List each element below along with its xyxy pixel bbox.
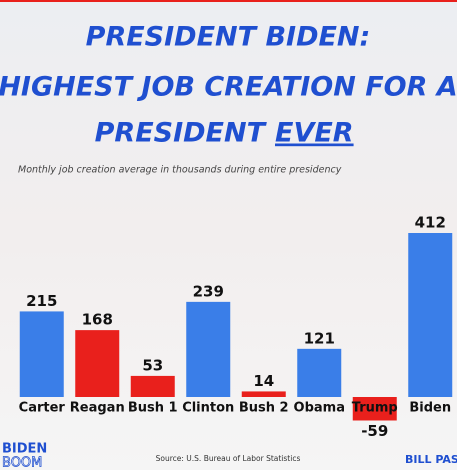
bar [75,330,120,397]
brand-name: BILL PASCR [405,453,457,466]
subtitle: Monthly job creation average in thousand… [18,165,342,176]
bar [130,375,175,397]
top-border [0,0,457,2]
data-label: 168 [82,311,113,329]
data-label: -59 [361,422,388,440]
bar [241,391,286,397]
bar [408,233,453,397]
plot: Carter 215 Reagan 168 Bush 1 53 Clinton 239 Bush… [19,214,453,440]
source: Source: U.S. Bureau of Labor Statistics [156,454,301,463]
x-tick-label: Carter [19,401,66,416]
title-line: HIGHEST JOB CREATION FOR A [0,72,457,103]
title-line: PRESIDENT BIDEN: [86,22,371,53]
data-label: 14 [253,372,274,390]
data-label: 53 [142,356,163,374]
bar [186,301,231,397]
x-tick-label: Trump [352,401,398,416]
bar [19,311,64,397]
x-tick-label: Bush 2 [239,401,289,416]
brand-logo: BIDEN [2,442,47,457]
data-label: 412 [415,214,446,232]
x-tick-label: Clinton [182,401,234,416]
x-tick-label: Reagan [70,401,125,416]
title-line: PRESIDENT [95,118,268,149]
x-tick-label: Biden [409,401,451,416]
title-emphasis: EVER [275,118,354,149]
bar [297,348,342,397]
data-label: 239 [193,282,224,300]
brand-logo: BOOM [2,456,42,470]
x-tick-label: Bush 1 [128,401,178,416]
data-label: 215 [26,292,57,310]
data-label: 121 [304,329,335,347]
bar [352,397,397,421]
x-tick-label: Obama [294,401,345,416]
